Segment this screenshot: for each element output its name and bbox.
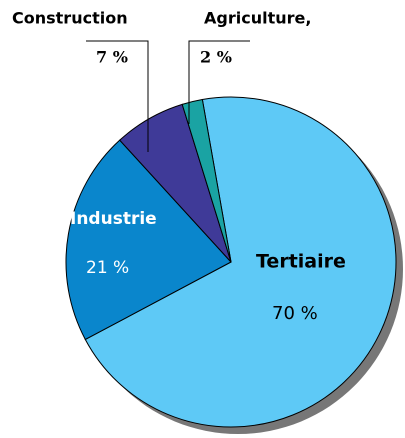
slice-value-label: 2 %: [200, 48, 232, 67]
slice-label: Tertiaire: [256, 251, 346, 273]
pie: [65, 96, 403, 434]
slice-value-label: 7 %: [96, 48, 128, 67]
slice-label: Industrie: [70, 209, 157, 229]
slice-value-label: 21 %: [86, 258, 129, 278]
leader-line: [86, 40, 149, 152]
pie-slice: [65, 139, 232, 341]
slice-value-label: 70 %: [272, 303, 318, 324]
slice-label: Agriculture,: [204, 9, 311, 28]
leader-line: [188, 40, 250, 124]
pie-slice: [84, 96, 397, 428]
pie-slice: [181, 98, 232, 263]
slice-label: Construction: [12, 9, 128, 28]
